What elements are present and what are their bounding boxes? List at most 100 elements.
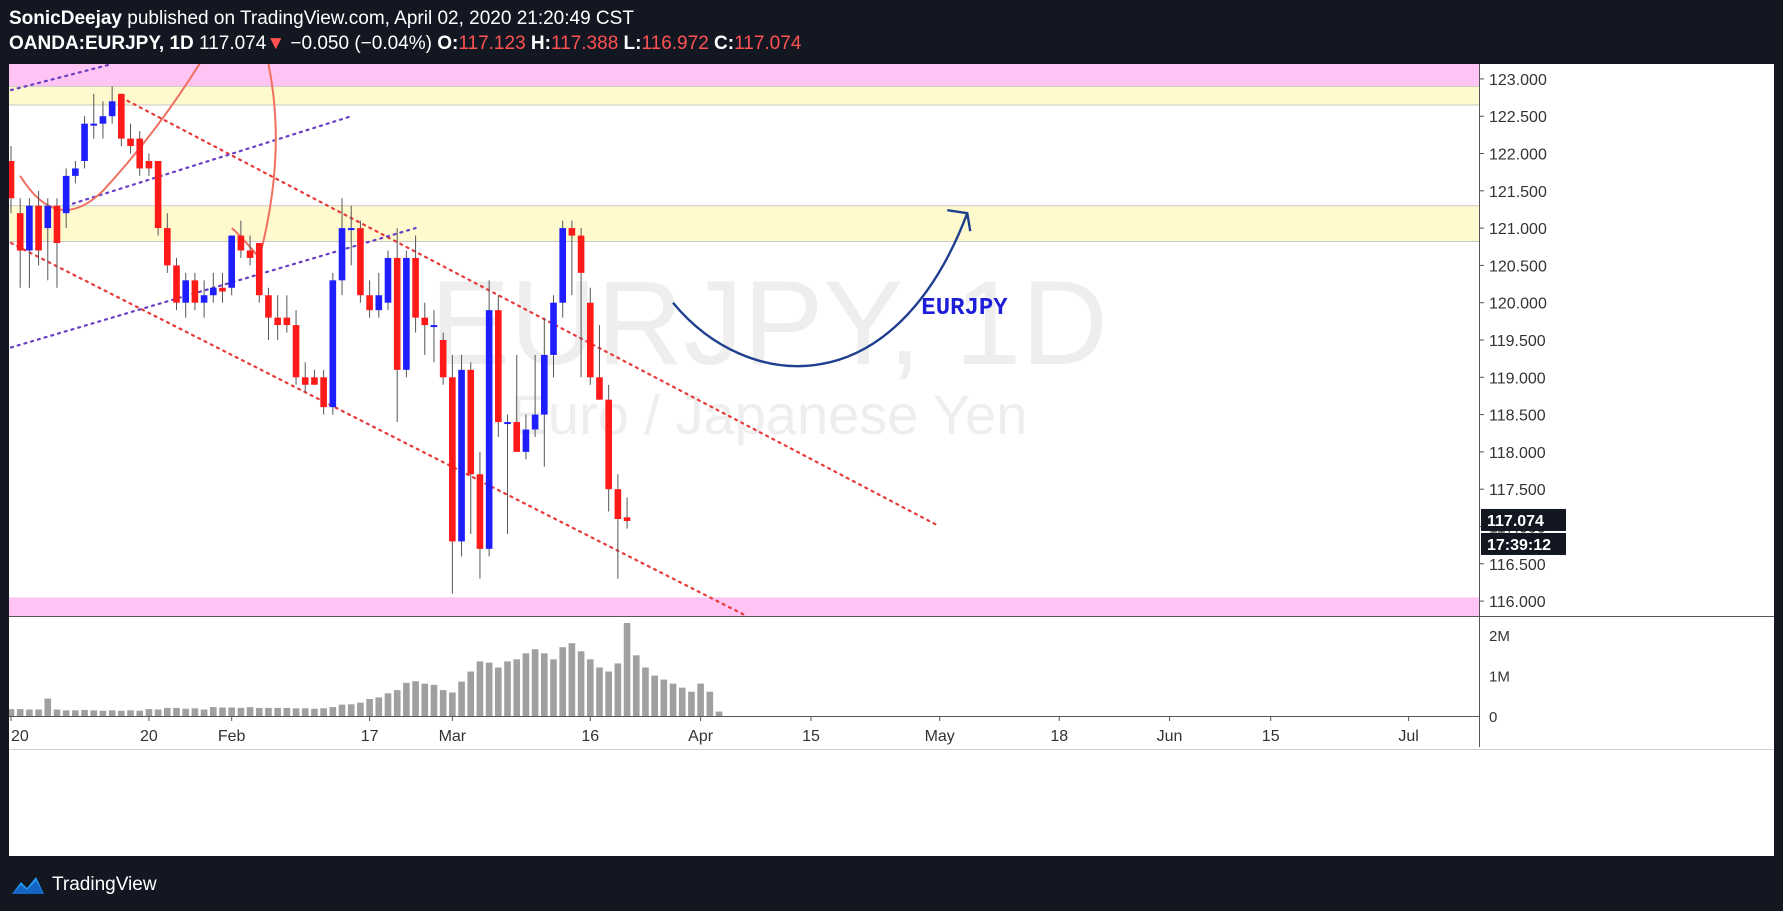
volume-bar: [614, 663, 622, 716]
candle-body: [449, 377, 456, 542]
time-tick-label: 15: [1262, 728, 1280, 745]
candle-body: [485, 310, 493, 549]
candle-body: [191, 280, 199, 303]
volume-bar: [531, 649, 539, 716]
candle-body: [301, 377, 309, 385]
candle-body: [9, 160, 15, 199]
volume-bar: [99, 710, 107, 716]
volume-bar: [173, 707, 180, 716]
volume-bar: [329, 707, 337, 716]
price-tick-label: 117.500: [1489, 482, 1546, 499]
candle-body: [421, 317, 429, 326]
candle-body: [504, 422, 511, 425]
candle-body: [16, 213, 24, 251]
time-tick-label: Mar: [439, 728, 467, 745]
time-tick-label: 15: [802, 728, 820, 745]
candle-body: [357, 228, 364, 296]
volume-bar: [513, 659, 521, 716]
footer: TradingView: [10, 870, 157, 900]
low-value: 116.972: [641, 33, 709, 54]
volume-tick-label: 1M: [1489, 669, 1510, 686]
price-tick-label: 119.000: [1489, 370, 1546, 387]
red-channel-upper-line: [120, 96, 941, 528]
candle-body: [513, 422, 521, 452]
price-tick-label: 122.500: [1489, 109, 1547, 126]
time-tick-label: 18: [1050, 728, 1068, 745]
candle-body: [623, 517, 631, 521]
candle-body: [145, 160, 153, 169]
candle-body: [531, 414, 539, 430]
candle-body: [118, 93, 125, 139]
volume-bar: [660, 679, 668, 716]
candle-body: [99, 116, 107, 124]
volume-bar: [357, 702, 364, 716]
candle-body: [366, 295, 373, 311]
close-label: C:: [714, 33, 735, 54]
candle-body: [164, 228, 171, 266]
countdown-tag: [1481, 532, 1566, 555]
volume-bar: [651, 675, 658, 716]
chart-area[interactable]: EURJPY, 1D Euro / Japanese Yen EURJPY 123.0…: [9, 64, 1774, 856]
volume-bar: [72, 710, 79, 716]
volume-bar: [669, 683, 677, 716]
candle-body: [375, 295, 383, 311]
volume-bar: [16, 709, 24, 716]
candle-body: [182, 280, 190, 303]
symbol-label[interactable]: OANDA:EURJPY, 1D: [9, 33, 194, 54]
candle-body: [136, 138, 144, 169]
volume-bar: [421, 683, 429, 716]
candle-body: [495, 310, 502, 423]
candle-body: [522, 429, 530, 452]
high-label: H:: [530, 33, 551, 54]
last-price-tag: [1481, 508, 1566, 531]
candle-body: [35, 205, 42, 251]
volume-bar: [375, 697, 383, 716]
author-name[interactable]: SonicDeejay: [9, 8, 122, 29]
volume-bar: [255, 707, 263, 716]
purple-upper-line: [9, 64, 114, 92]
volume-bar: [678, 687, 686, 716]
footer-brand[interactable]: TradingView: [52, 874, 157, 895]
volume-bar: [26, 709, 33, 716]
price-tick-label: 118.500: [1489, 408, 1546, 425]
candle-body: [246, 250, 254, 258]
candle-body: [467, 369, 475, 475]
volume-bar: [412, 681, 419, 716]
published-text: published on TradingView.com, April 02, …: [127, 8, 634, 29]
volume-bar: [540, 653, 548, 716]
volume-bar: [90, 710, 98, 716]
price-tick-label: 118.000: [1489, 445, 1546, 462]
candle-body: [311, 377, 318, 385]
time-tick-label: Apr: [688, 728, 714, 745]
zone-pink-3: [9, 597, 1479, 616]
time-tick-label: 16: [581, 728, 599, 745]
candle-body: [393, 257, 401, 370]
time-tick-label: 17: [361, 728, 379, 745]
volume-bar: [145, 709, 153, 716]
candle-body: [44, 205, 52, 229]
volume-bar: [642, 667, 649, 716]
volume-bar: [182, 708, 190, 716]
annotation-label: EURJPY: [921, 295, 1008, 322]
candle-body: [540, 354, 548, 415]
volume-bar: [108, 710, 116, 716]
volume-bar: [301, 708, 309, 716]
time-tick-label: Feb: [218, 728, 246, 745]
watermark-symbol: EURJPY, 1D: [430, 256, 1108, 390]
purple-middle-line: [65, 115, 353, 207]
last-price-tag-text: 117.074: [1487, 513, 1544, 530]
zone-yellow-2: [9, 205, 1479, 242]
chart-header: SonicDeejay published on TradingView.com…: [9, 6, 1769, 56]
price-change: −0.050 (−0.04%): [290, 33, 432, 54]
time-tick-label: Jul: [1398, 728, 1418, 745]
volume-bar: [219, 707, 226, 716]
tradingview-logo-icon[interactable]: [10, 874, 46, 896]
volume-bar: [191, 708, 199, 716]
candle-body: [53, 205, 61, 244]
volume-bar: [81, 709, 88, 716]
candle-body: [559, 228, 567, 303]
candle-body: [550, 302, 557, 355]
candle-body: [458, 369, 465, 542]
zone-yellow-1: [9, 86, 1479, 106]
